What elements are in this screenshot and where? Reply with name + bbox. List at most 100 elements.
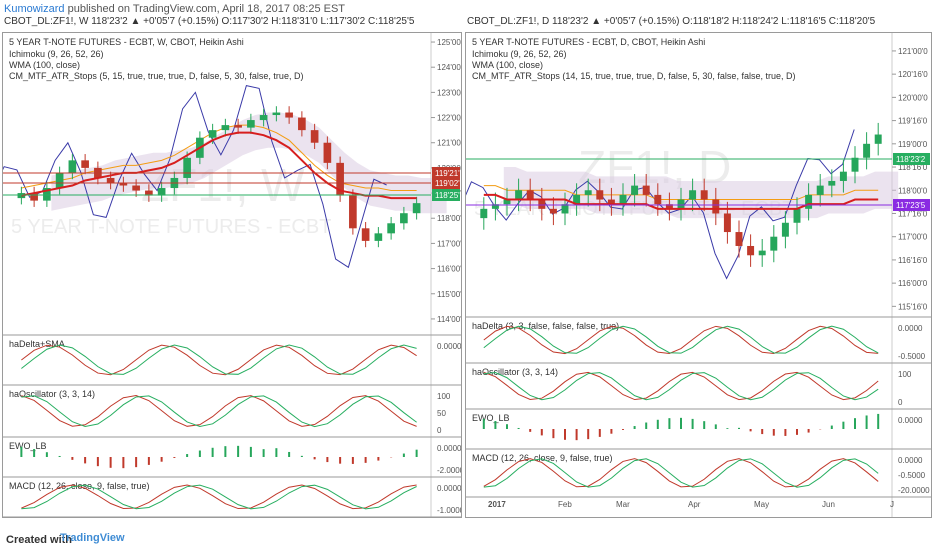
indicator-tick-label: 100 [898, 370, 912, 379]
study-label: Ichimoku (9, 26, 52, 26) [472, 49, 567, 59]
histogram-bar [33, 449, 36, 457]
price-tick-label: 121'00'0 [437, 139, 461, 148]
price-tick-label: 118'00'0 [898, 186, 928, 195]
histogram-bar [377, 457, 380, 461]
indicator-tick-label: 0 [437, 426, 442, 435]
price-tick-label: 121'00'0 [898, 47, 928, 56]
indicator-line-slow [483, 458, 879, 488]
ha-candle [654, 194, 662, 205]
price-tick-label: 122'00'0 [437, 114, 461, 123]
indicator-line-slow [483, 325, 879, 354]
price-tag-label: 118'25'5 [435, 191, 461, 200]
publisher-line: Kumowizard published on TradingView.com,… [4, 3, 345, 15]
histogram-bar [842, 421, 845, 429]
price-tick-label: 117'16'0 [898, 209, 928, 218]
ha-candle [349, 195, 357, 229]
ha-candle [549, 208, 557, 214]
histogram-bar [877, 413, 880, 429]
histogram-bar [237, 445, 240, 457]
indicator-label: MACD (12, 26, close, 9, false, true) [472, 453, 613, 463]
price-tick-label: 118'16'0 [898, 163, 928, 172]
ha-candle [712, 199, 720, 214]
ha-candle [816, 185, 824, 195]
wma-line [21, 131, 417, 200]
price-tag-label: 118'23'2 [896, 155, 926, 164]
indicator-label: haDelta (3, 3, false, false, false, true… [472, 321, 619, 331]
ha-candle [480, 208, 488, 219]
price-tick-label: 114'00'0 [437, 315, 461, 324]
ha-candle [770, 236, 778, 251]
indicator-tick-label: -1.0000 [437, 506, 461, 515]
price-tick-label: 119'00'0 [898, 140, 928, 149]
indicator-label: haOscillator (3, 3, 14) [9, 389, 95, 399]
ha-candle [747, 245, 755, 256]
histogram-bar [656, 419, 659, 429]
price-tag-bg [432, 177, 460, 189]
chart-header: Kumowizard published on TradingView.com,… [0, 0, 932, 32]
price-tick-label: 124'00'0 [437, 63, 461, 72]
histogram-bar [275, 448, 278, 457]
histogram-bar [854, 418, 856, 429]
price-tick-label: 118'00'0 [437, 214, 461, 223]
ha-candle [43, 188, 51, 201]
tradingview-brand-link[interactable]: TradingView [60, 532, 125, 544]
publish-info: published on TradingView.com, April 18, … [67, 3, 346, 15]
ha-candle [503, 199, 511, 205]
time-tick-label: Feb [558, 500, 572, 509]
histogram-bar [564, 429, 566, 440]
ha-candle [81, 160, 89, 168]
price-tick-label: 119'16'0 [898, 117, 928, 126]
indicator-tick-label: -0.5000 [898, 471, 926, 480]
price-tag-label: 117'23'5 [896, 201, 926, 210]
indicator-tick-label: 0.0000 [898, 416, 923, 425]
price-tick-label: 123'00'0 [437, 88, 461, 97]
histogram-bar [186, 454, 189, 457]
indicator-line-slow [21, 395, 417, 428]
histogram-bar [865, 415, 868, 429]
indicator-tick-label: -20.0000 [898, 486, 930, 495]
ha-candle [526, 190, 534, 200]
indicator-line-fast [21, 484, 417, 510]
ha-candle [491, 204, 499, 209]
histogram-bar [482, 418, 485, 429]
publisher-user-link[interactable]: Kumowizard [4, 3, 65, 15]
histogram-bar [160, 457, 163, 462]
wma-line [483, 193, 879, 210]
ha-candle [851, 157, 859, 172]
indicator-line-slow [483, 372, 879, 401]
ha-candle [55, 172, 64, 189]
study-label: CM_MTF_ATR_Stops (5, 15, true, true, tru… [9, 71, 303, 81]
indicator-label: EWO_LB [472, 413, 510, 423]
ha-candle [145, 190, 153, 196]
ha-candle [700, 190, 708, 200]
indicator-tick-label: 0.0000 [898, 324, 923, 333]
ha-candle [677, 199, 685, 209]
indicator-line-fast [483, 371, 879, 401]
time-tick-label: Jun [822, 500, 835, 509]
price-tag-bg [893, 199, 930, 211]
indicator-line-fast [483, 325, 879, 355]
ha-candle [30, 193, 38, 201]
indicator-tick-label: -0.5000 [898, 352, 926, 361]
indicator-tick-label: -2.0000 [437, 466, 461, 475]
ha-candle [723, 213, 731, 233]
indicator-label: haOscillator (3, 3, 14) [472, 367, 558, 377]
ha-candle [642, 185, 650, 195]
histogram-bar [71, 457, 74, 460]
created-with-label: Created with [6, 534, 73, 546]
ichimoku-cloud [51, 112, 447, 214]
indicator-tick-label: 0.0000 [437, 484, 461, 493]
ha-candle [310, 130, 319, 143]
price-tick-label: 120'00'0 [898, 93, 928, 102]
ha-candle [132, 185, 140, 191]
ha-candle [839, 171, 847, 181]
histogram-bar [45, 452, 48, 457]
ha-candle [665, 204, 673, 209]
time-tick-label: 2017 [488, 500, 506, 509]
price-tick-label: 117'00'0 [437, 239, 461, 248]
chart-title: 5 YEAR T-NOTE FUTURES - ECBT, D, CBOT, H… [472, 37, 705, 47]
